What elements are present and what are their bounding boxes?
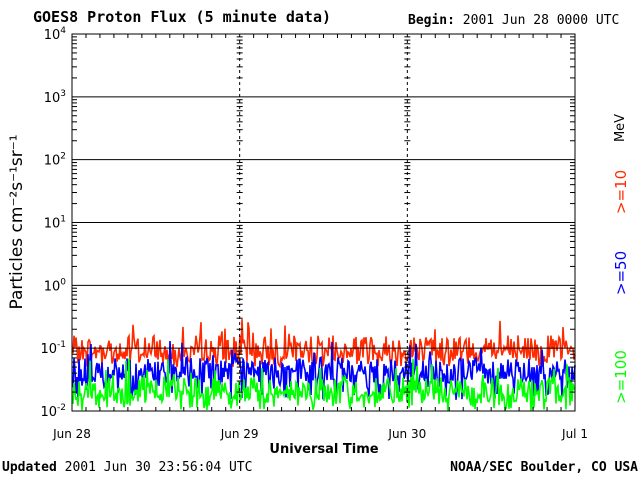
plot-frame bbox=[71, 33, 576, 412]
y-tick-label: 100 bbox=[44, 277, 67, 294]
x-tick-labels: Jun 28 Jun 29 Jun 30 Jul 1 bbox=[52, 427, 588, 441]
y-tick-label: 104 bbox=[44, 26, 67, 43]
y-tick-exp: -2 bbox=[57, 403, 66, 413]
begin-value: 2001 Jun 28 0000 UTC bbox=[462, 13, 620, 28]
y-tick-exp: 4 bbox=[60, 26, 66, 36]
y-tick-base: 10 bbox=[44, 217, 61, 232]
x-tick-label: Jun 28 bbox=[52, 427, 91, 441]
y-tick-base: 10 bbox=[44, 154, 61, 169]
y-tick-label: 10-2 bbox=[40, 403, 66, 420]
y-tick-label: 103 bbox=[44, 89, 66, 106]
y-tick-base: 10 bbox=[40, 405, 57, 420]
y-axis-label: Particles cm⁻²s⁻¹sr⁻¹ bbox=[7, 134, 27, 309]
chart-title: GOES8 Proton Flux (5 minute data) bbox=[33, 8, 332, 26]
x-tick-label: Jun 29 bbox=[220, 427, 259, 441]
legend-entry-0: >=10 bbox=[612, 170, 630, 214]
y-tick-label: 10-1 bbox=[40, 340, 66, 357]
y-tick-base: 10 bbox=[44, 28, 61, 43]
begin-label: Begin: bbox=[408, 13, 455, 28]
series-layer bbox=[72, 319, 576, 412]
x-axis-label: Universal Time bbox=[269, 442, 378, 457]
updated-timestamp: Updated 2001 Jun 30 23:56:04 UTC bbox=[2, 460, 252, 475]
y-tick-base: 10 bbox=[44, 279, 61, 294]
y-tick-base: 10 bbox=[44, 91, 61, 106]
y-tick-exp: -1 bbox=[57, 340, 66, 350]
updated-label: Updated bbox=[2, 460, 57, 475]
y-tick-label: 101 bbox=[44, 215, 66, 232]
legend: MeV >=10 >=50 >=100 bbox=[612, 114, 630, 404]
series-line-2 bbox=[72, 358, 576, 412]
legend-entry-1: >=50 bbox=[612, 251, 630, 295]
credit-text: NOAA/SEC Boulder, CO USA bbox=[450, 460, 638, 475]
updated-value: 2001 Jun 30 23:56:04 UTC bbox=[64, 460, 253, 475]
grid-layer bbox=[72, 33, 575, 412]
y-tick-exp: 3 bbox=[60, 89, 66, 99]
y-tick-exp: 2 bbox=[60, 152, 66, 162]
legend-entry-2: >=100 bbox=[612, 350, 630, 404]
y-tick-exp: 0 bbox=[60, 277, 66, 287]
legend-unit: MeV bbox=[613, 114, 628, 142]
x-tick-label: Jul 1 bbox=[561, 427, 588, 441]
series-line-0 bbox=[72, 319, 576, 369]
x-tick-label: Jun 30 bbox=[387, 427, 426, 441]
y-tick-exp: 1 bbox=[60, 215, 66, 225]
begin-date: Begin: 2001 Jun 28 0000 UTC bbox=[408, 13, 619, 28]
y-tick-base: 10 bbox=[40, 342, 57, 357]
y-tick-label: 102 bbox=[44, 152, 66, 169]
